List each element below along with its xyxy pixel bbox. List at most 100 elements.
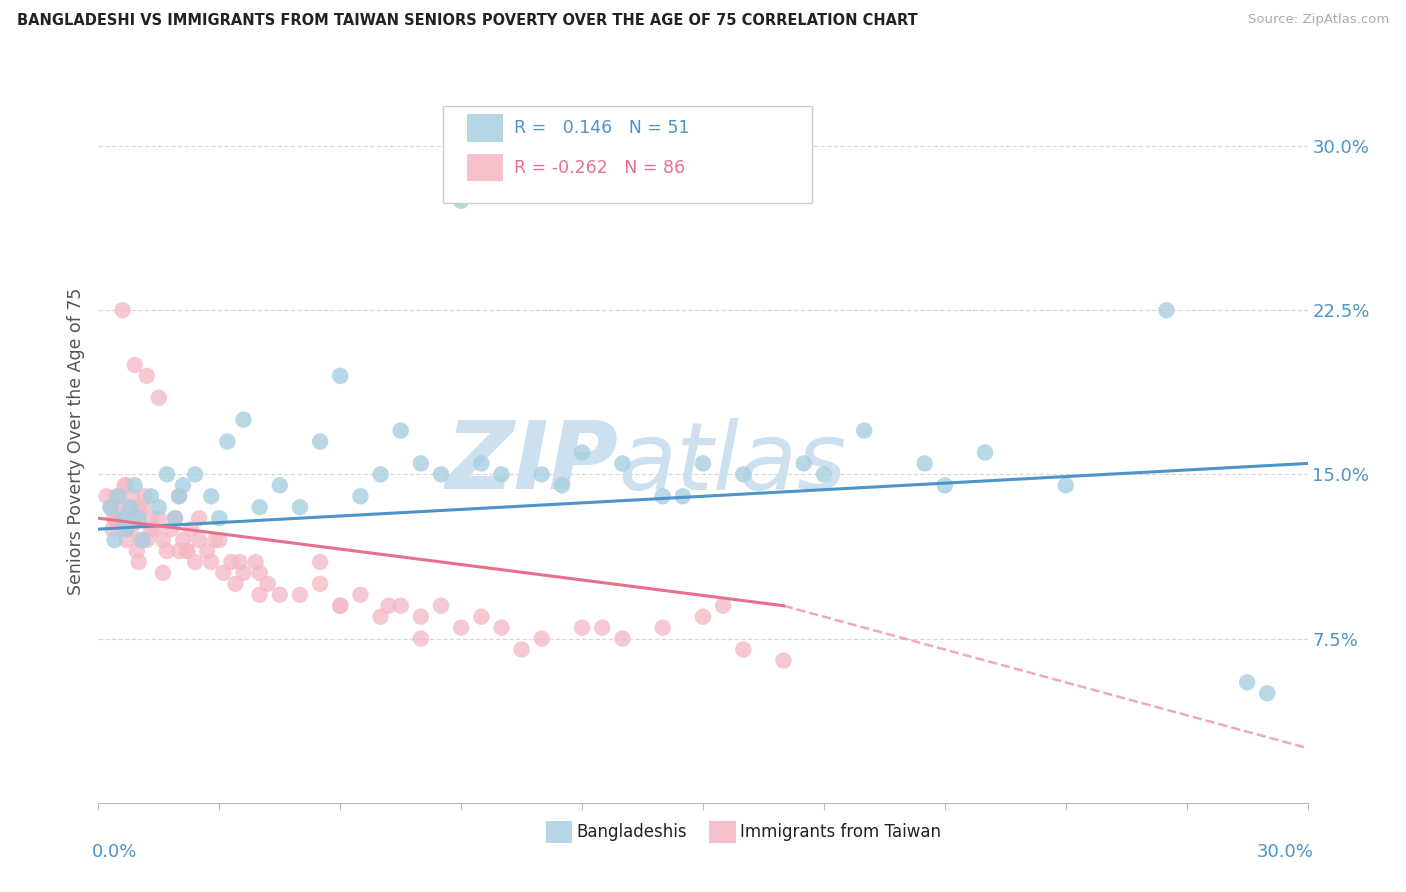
Point <box>853 424 876 438</box>
Point <box>115 478 138 492</box>
Text: R =   0.146   N = 51: R = 0.146 N = 51 <box>515 119 690 137</box>
Point <box>204 533 226 547</box>
Point <box>148 391 170 405</box>
FancyBboxPatch shape <box>443 105 811 203</box>
Point <box>163 511 186 525</box>
Point <box>450 621 472 635</box>
Point <box>377 599 399 613</box>
Point <box>121 489 143 503</box>
Point <box>249 566 271 580</box>
Point <box>167 489 190 503</box>
Point <box>430 467 453 482</box>
Point <box>111 511 134 525</box>
Point <box>409 632 432 646</box>
Point <box>148 500 170 515</box>
Text: BANGLADESHI VS IMMIGRANTS FROM TAIWAN SENIORS POVERTY OVER THE AGE OF 75 CORRELA: BANGLADESHI VS IMMIGRANTS FROM TAIWAN SE… <box>17 13 918 29</box>
Point <box>152 566 174 580</box>
Point <box>103 511 125 525</box>
Point <box>120 500 142 515</box>
Point <box>491 467 513 482</box>
Point <box>128 500 150 515</box>
Point <box>100 500 122 515</box>
Point <box>349 489 371 503</box>
Point <box>167 489 190 503</box>
Point <box>172 533 194 547</box>
Point <box>212 566 235 580</box>
Point <box>200 489 222 503</box>
Point <box>711 599 734 613</box>
Point <box>672 489 695 503</box>
Text: ZIP: ZIP <box>446 417 619 509</box>
Point <box>269 588 291 602</box>
Point <box>184 555 207 569</box>
Point <box>389 424 412 438</box>
Point <box>221 555 243 569</box>
Point <box>249 500 271 515</box>
Point <box>772 653 794 667</box>
Point <box>329 368 352 383</box>
Point <box>111 303 134 318</box>
Point <box>124 358 146 372</box>
Point <box>118 500 141 515</box>
Point <box>188 533 211 547</box>
Point <box>370 609 392 624</box>
Point <box>934 478 956 492</box>
Point <box>139 522 162 536</box>
Point <box>167 544 190 558</box>
Point <box>256 577 278 591</box>
Point <box>389 599 412 613</box>
Point <box>110 522 132 536</box>
Point <box>143 522 166 536</box>
Point <box>111 511 134 525</box>
Bar <box>467 154 503 181</box>
Point <box>530 632 553 646</box>
Point <box>180 522 202 536</box>
Point <box>651 621 673 635</box>
Point <box>129 533 152 547</box>
Point <box>288 588 311 602</box>
Point <box>309 555 332 569</box>
Point <box>974 445 997 459</box>
Text: Source: ZipAtlas.com: Source: ZipAtlas.com <box>1249 13 1389 27</box>
Point <box>139 511 162 525</box>
Point <box>370 467 392 482</box>
Point <box>163 511 186 525</box>
Point <box>232 566 254 580</box>
Point <box>733 467 755 482</box>
Point <box>135 533 157 547</box>
Point <box>139 489 162 503</box>
Point <box>1156 303 1178 318</box>
Point <box>232 412 254 426</box>
Point <box>914 457 936 471</box>
Point <box>103 511 125 525</box>
Point <box>692 457 714 471</box>
Point <box>188 511 211 525</box>
Point <box>491 621 513 635</box>
Point <box>105 489 128 503</box>
Point <box>208 533 231 547</box>
Point <box>200 555 222 569</box>
Point <box>813 467 835 482</box>
Point <box>692 609 714 624</box>
Point <box>135 368 157 383</box>
Point <box>148 511 170 525</box>
Point <box>132 500 155 515</box>
Point <box>134 489 156 503</box>
Point <box>269 478 291 492</box>
Text: 0.0%: 0.0% <box>93 843 138 861</box>
Point <box>96 489 118 503</box>
Point <box>571 445 593 459</box>
Bar <box>467 114 503 142</box>
Bar <box>709 821 735 843</box>
Text: Bangladeshis: Bangladeshis <box>576 822 686 840</box>
Point <box>100 500 122 515</box>
Point <box>195 544 218 558</box>
Point <box>132 533 155 547</box>
Point <box>176 544 198 558</box>
Point <box>125 544 148 558</box>
Point <box>450 194 472 208</box>
Point <box>228 555 250 569</box>
Point <box>115 533 138 547</box>
Text: atlas: atlas <box>619 417 846 508</box>
Point <box>1236 675 1258 690</box>
